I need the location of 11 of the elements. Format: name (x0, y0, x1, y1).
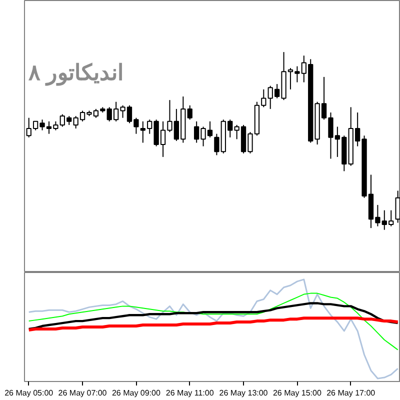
annotation: اندیکاتور ۸ (28, 60, 124, 86)
x-tick-label: 26 May 17:00 (326, 388, 376, 398)
x-tick-label: 26 May 05:00 (4, 388, 54, 398)
x-tick-label: 26 May 15:00 (272, 388, 322, 398)
x-tick-label: 26 May 07:00 (58, 388, 108, 398)
x-tick-label: 26 May 09:00 (112, 388, 161, 398)
candlestick (395, 190, 400, 224)
candlestick (187, 104, 192, 120)
x-tick-label: 26 May 13:00 (219, 388, 268, 398)
candlestick (140, 120, 146, 144)
x-tick-label: 26 May 11:00 (166, 388, 214, 398)
